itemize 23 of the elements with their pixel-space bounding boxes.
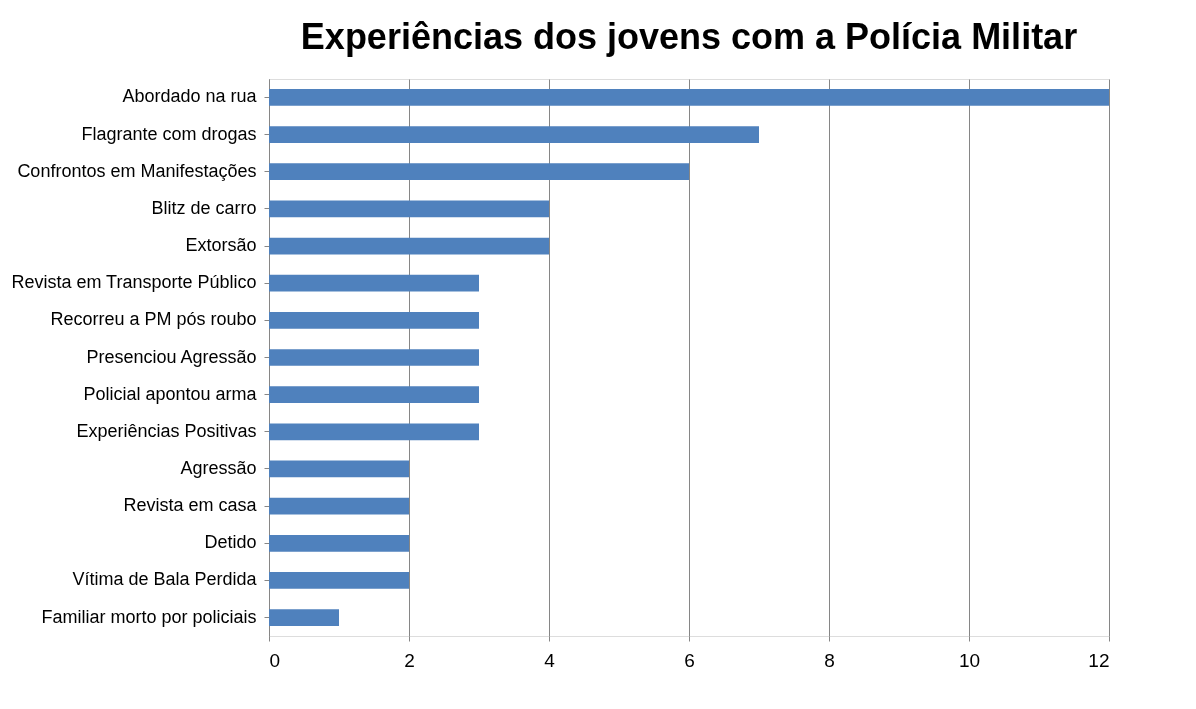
y-tick-label: Extorsão: [185, 235, 257, 256]
y-tick-label: Flagrante com drogas: [81, 123, 257, 144]
x-tick-label: 10: [958, 649, 981, 671]
x-tick-label: 12: [1088, 649, 1110, 671]
y-tick-label: Policial apontou arma: [83, 383, 258, 404]
x-tick-label: 6: [684, 649, 695, 671]
y-tick-label: Presenciou Agressão: [86, 346, 257, 367]
chart-title: Experiências dos jovens com a Polícia Militar: [300, 16, 1078, 57]
y-tick-label: Detido: [204, 532, 257, 553]
y-tick-label: Recorreu a PM pós roubo: [50, 309, 257, 330]
y-tick-label: Experiências Positivas: [76, 420, 257, 441]
y-tick-label: Revista em casa: [123, 495, 258, 516]
y-tick-label: Confrontos em Manifestações: [17, 160, 257, 181]
x-tick-label: 2: [404, 649, 415, 671]
x-tick-label: 4: [544, 649, 556, 671]
y-tick-label: Vítima de Bala Perdida: [72, 569, 258, 590]
x-tick-label: 0: [269, 649, 281, 671]
x-tick-label: 8: [824, 649, 835, 671]
y-tick-label: Agressão: [180, 457, 257, 478]
y-tick-label: Familiar morto por policiais: [41, 606, 257, 627]
y-tick-label: Blitz de carro: [151, 197, 257, 218]
y-tick-label: Revista em Transporte Público: [11, 272, 257, 293]
y-tick-label: Abordado na rua: [122, 86, 258, 107]
